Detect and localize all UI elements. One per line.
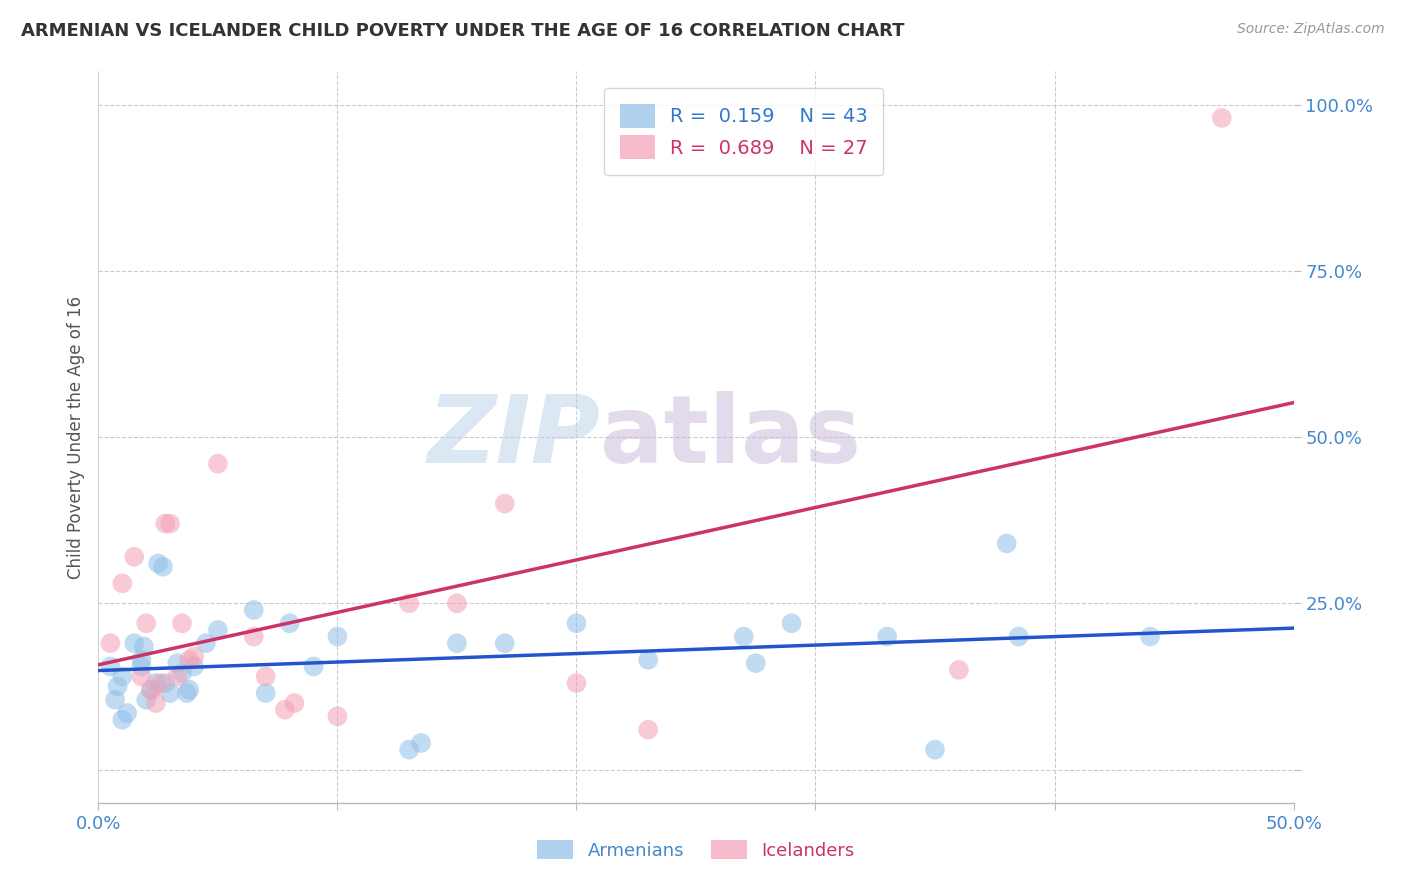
Point <box>149 676 172 690</box>
Text: Source: ZipAtlas.com: Source: ZipAtlas.com <box>1237 22 1385 37</box>
Text: ZIP: ZIP <box>427 391 600 483</box>
Point <box>494 636 516 650</box>
Point <box>148 557 170 571</box>
Point <box>145 696 167 710</box>
Point <box>326 709 349 723</box>
Point <box>179 682 201 697</box>
Point <box>183 649 205 664</box>
Point <box>243 603 266 617</box>
Point <box>254 686 277 700</box>
Point <box>124 549 146 564</box>
Point <box>183 659 205 673</box>
Point <box>446 596 468 610</box>
Point <box>995 536 1018 550</box>
Point <box>565 676 588 690</box>
Point <box>124 636 146 650</box>
Point <box>733 630 755 644</box>
Point <box>948 663 970 677</box>
Point <box>274 703 297 717</box>
Point <box>195 636 218 650</box>
Point <box>139 682 162 697</box>
Point <box>115 706 138 720</box>
Point <box>876 630 898 644</box>
Point <box>243 630 266 644</box>
Point <box>565 616 588 631</box>
Point <box>176 686 198 700</box>
Point <box>326 630 349 644</box>
Point <box>104 692 127 706</box>
Point <box>111 713 134 727</box>
Point <box>139 682 162 697</box>
Point <box>145 676 167 690</box>
Point <box>745 656 768 670</box>
Point <box>155 676 177 690</box>
Point <box>446 636 468 650</box>
Point <box>159 686 181 700</box>
Point <box>111 669 134 683</box>
Point <box>107 680 129 694</box>
Legend: Armenians, Icelanders: Armenians, Icelanders <box>530 833 862 867</box>
Point <box>283 696 305 710</box>
Point <box>132 640 155 654</box>
Point <box>131 669 153 683</box>
Point <box>398 742 420 756</box>
Point <box>411 736 433 750</box>
Point <box>924 742 946 756</box>
Point <box>172 666 194 681</box>
Point <box>1139 630 1161 644</box>
Point <box>131 659 153 673</box>
Point <box>135 616 157 631</box>
Point <box>278 616 301 631</box>
Point <box>254 669 277 683</box>
Text: atlas: atlas <box>600 391 862 483</box>
Y-axis label: Child Poverty Under the Age of 16: Child Poverty Under the Age of 16 <box>66 295 84 579</box>
Point <box>166 656 188 670</box>
Point <box>179 653 201 667</box>
Point <box>637 723 659 737</box>
Point <box>152 559 174 574</box>
Point <box>494 497 516 511</box>
Point <box>398 596 420 610</box>
Point <box>111 576 134 591</box>
Point <box>302 659 325 673</box>
Point <box>131 653 153 667</box>
Point <box>98 659 122 673</box>
Point <box>207 457 229 471</box>
Point <box>155 516 177 531</box>
Point <box>1008 630 1031 644</box>
Point <box>1211 111 1233 125</box>
Point <box>98 636 122 650</box>
Point <box>135 692 157 706</box>
Point <box>172 616 194 631</box>
Text: ARMENIAN VS ICELANDER CHILD POVERTY UNDER THE AGE OF 16 CORRELATION CHART: ARMENIAN VS ICELANDER CHILD POVERTY UNDE… <box>21 22 904 40</box>
Point <box>780 616 803 631</box>
Point <box>637 653 659 667</box>
Point <box>207 623 229 637</box>
Point <box>166 669 188 683</box>
Point <box>159 516 181 531</box>
